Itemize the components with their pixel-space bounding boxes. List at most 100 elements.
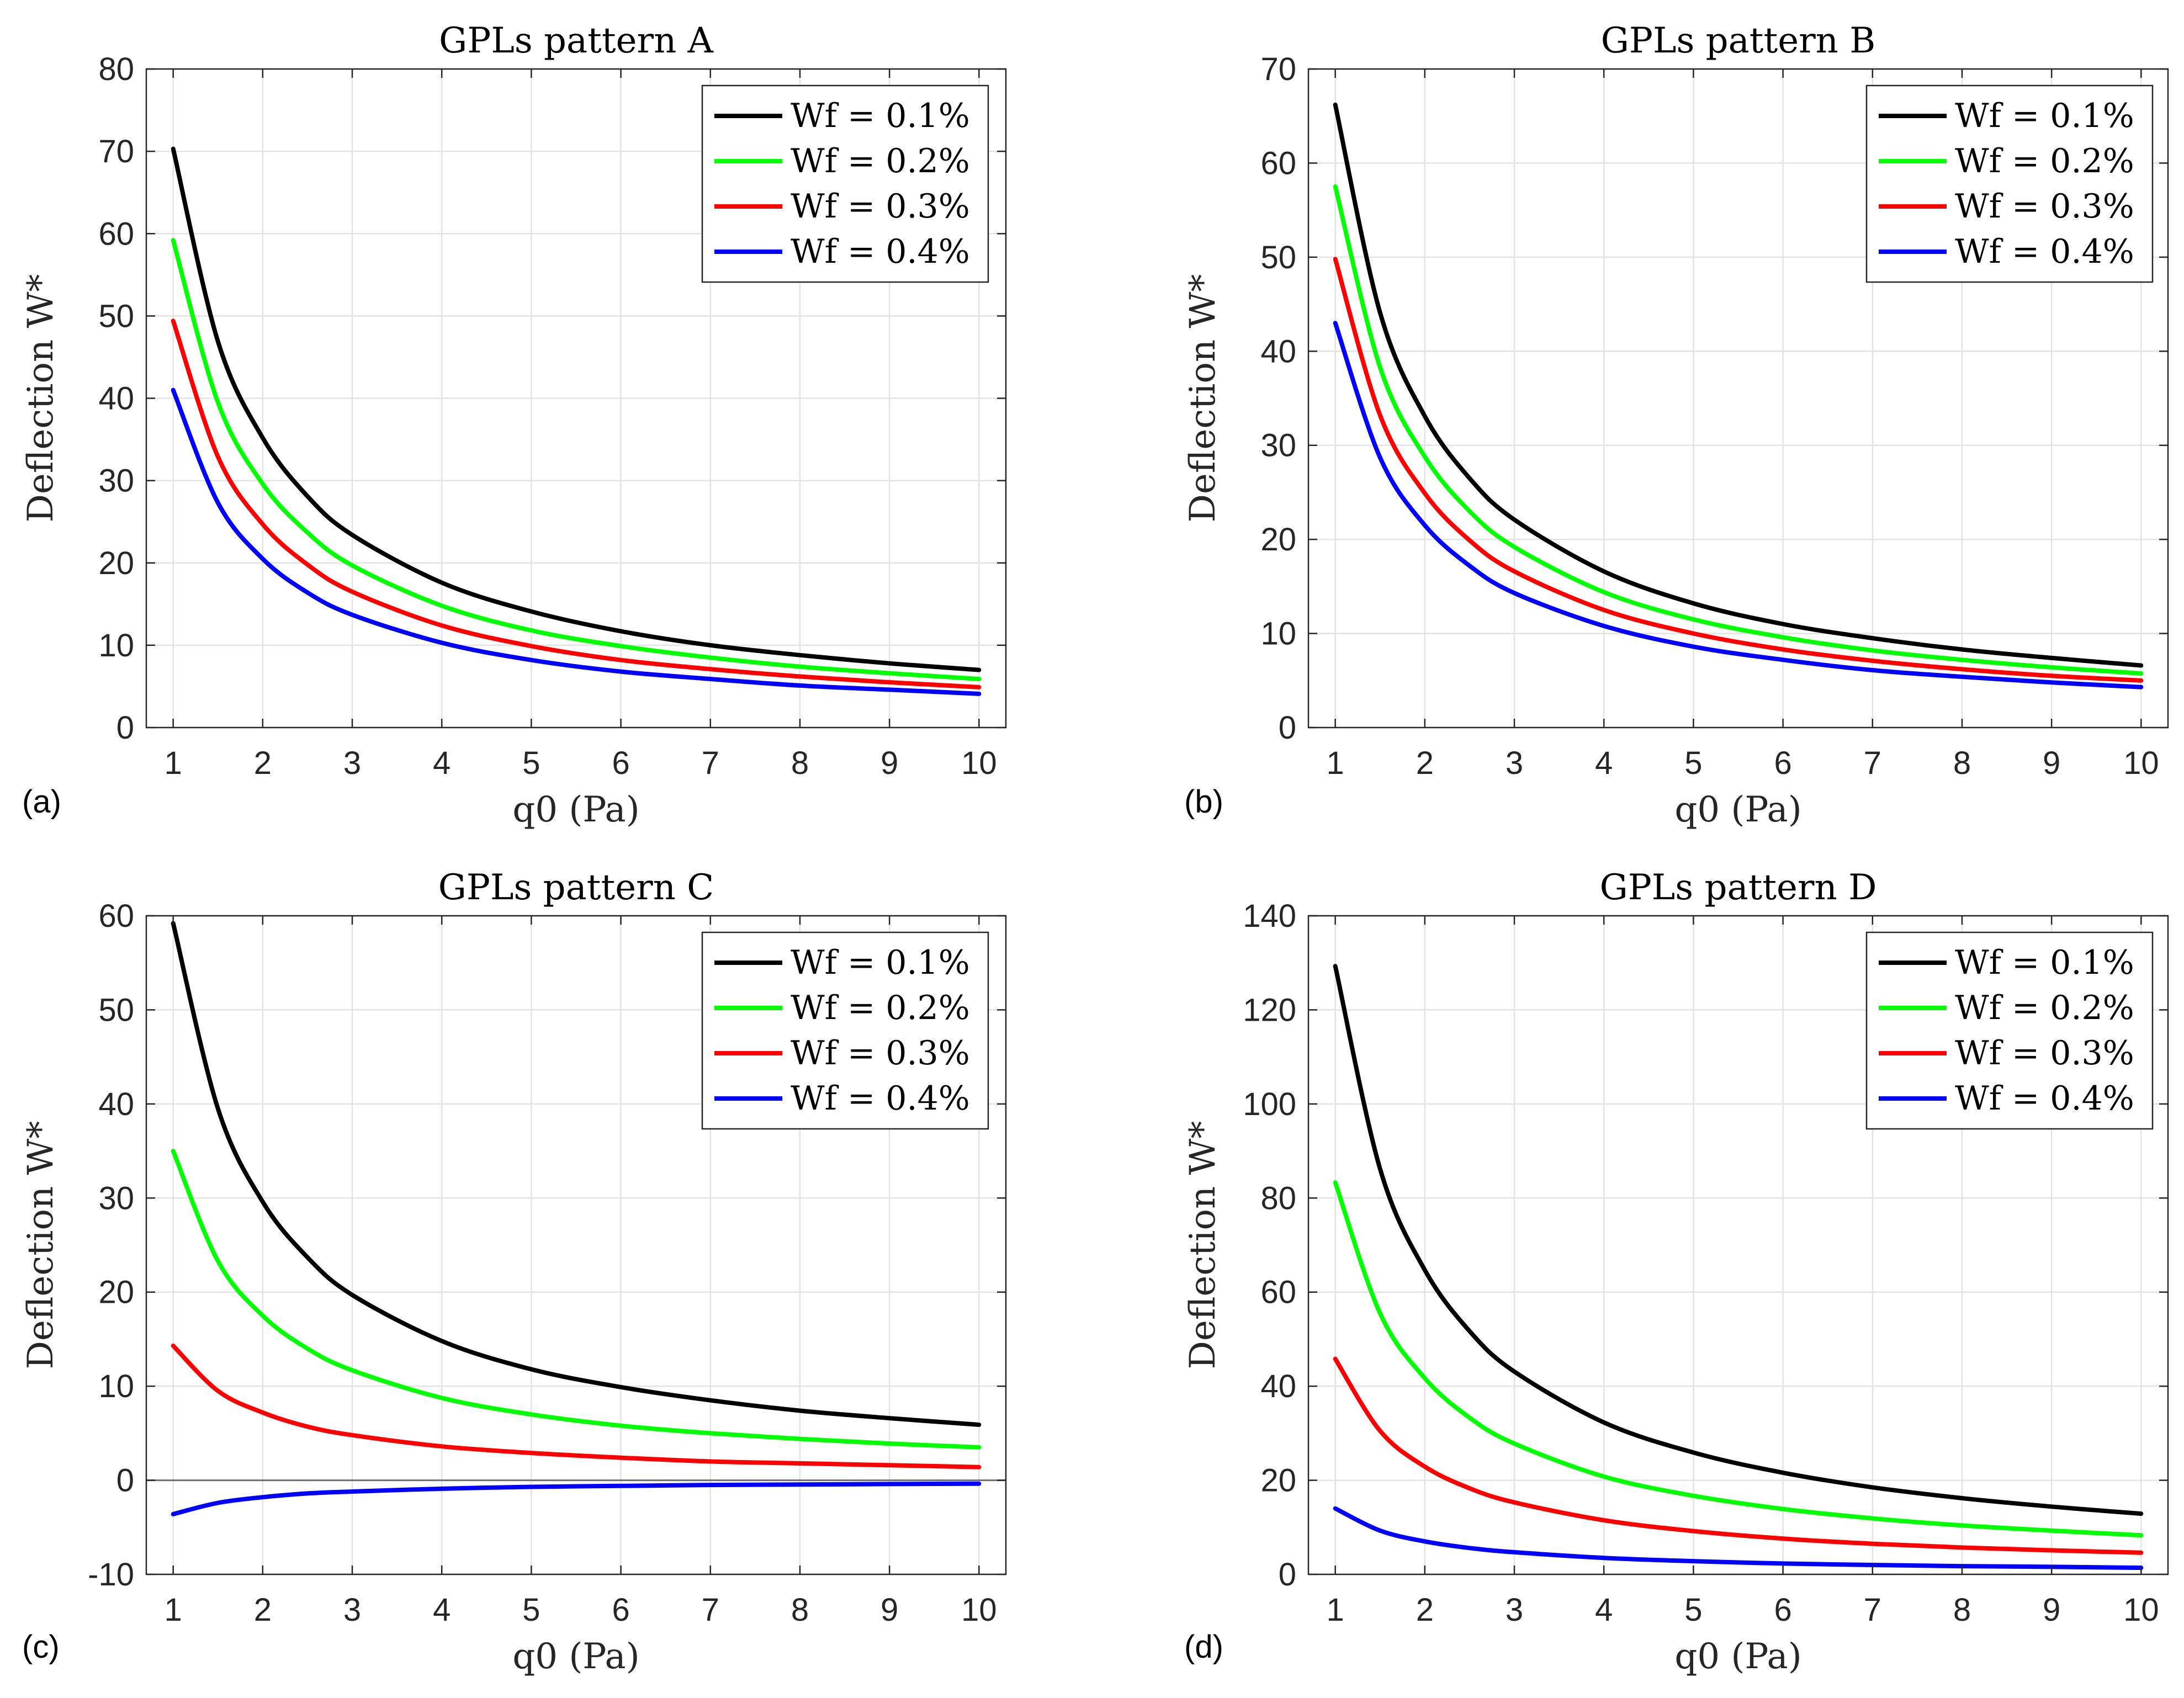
chart-panel-c: 1 2 3 4 5 6 7 8 9 10 -10 0 10 20 30 40 50 60 GPLs pattern … xyxy=(20,867,1007,1677)
x-tick-label: 5 xyxy=(1684,1592,1702,1628)
x-tick-label: 2 xyxy=(254,745,272,781)
series-line-2 xyxy=(171,238,982,681)
y-tick-label: 60 xyxy=(98,898,134,934)
chart-title: GPLs pattern B xyxy=(1601,20,1876,61)
x-tick-label: 6 xyxy=(1774,745,1791,781)
x-tick-label: 1 xyxy=(1327,745,1344,781)
x-tick-label: 4 xyxy=(433,745,450,781)
series-line-1 xyxy=(1333,964,2144,1516)
legend-entry: Wf = 0.1% xyxy=(791,97,970,135)
chart-panel-a: 1 2 3 4 5 6 7 8 9 10 0 10 20 30 40 50 60 70 80 GPLs pattern… xyxy=(20,20,1007,830)
x-tick-label: 3 xyxy=(1506,1592,1523,1628)
legend-entry: Wf = 0.1% xyxy=(1955,943,2134,982)
y-tick-label: 0 xyxy=(1279,1557,1296,1593)
series-line-2 xyxy=(171,1149,982,1450)
x-tick-label: 2 xyxy=(1416,745,1434,781)
y-tick-label: 40 xyxy=(1260,1368,1296,1404)
legend-box xyxy=(701,84,989,283)
y-tick-label: 80 xyxy=(98,51,134,87)
legend-entry: Wf = 0.2% xyxy=(791,142,970,181)
y-tick-label: 0 xyxy=(116,710,134,746)
legend-entry: Wf = 0.3% xyxy=(1955,1034,2134,1073)
legend-entry: Wf = 0.3% xyxy=(791,187,970,226)
y-tick-label: 20 xyxy=(98,545,134,581)
y-tick-label: 120 xyxy=(1243,992,1296,1028)
legend-box xyxy=(701,931,989,1130)
y-axis-label: Deflection W* xyxy=(1183,1121,1223,1370)
x-axis-label: q0 (Pa) xyxy=(1674,789,1801,830)
x-tick-label: 1 xyxy=(1327,1592,1344,1628)
y-tick-label: 10 xyxy=(98,628,134,664)
x-tick-label: 6 xyxy=(612,745,629,781)
x-tick-label: 6 xyxy=(612,1592,629,1628)
panel-tag: (d) xyxy=(1184,1629,1223,1665)
series-line-4 xyxy=(1333,321,2144,689)
y-tick-label: 140 xyxy=(1243,898,1296,934)
series-line-4 xyxy=(171,1481,982,1516)
x-tick-label: 9 xyxy=(2043,745,2060,781)
y-axis-label: Deflection W* xyxy=(20,274,61,523)
legend-box xyxy=(1865,931,2154,1130)
legend: Wf = 0.1% Wf = 0.2% Wf = 0.3% Wf = 0.4% xyxy=(1865,84,2154,283)
y-tick-label: 60 xyxy=(98,216,134,252)
y-tick-label: 20 xyxy=(1260,522,1296,558)
legend-entry: Wf = 0.4% xyxy=(1955,232,2134,271)
x-tick-label: 4 xyxy=(1595,745,1613,781)
legend-entry: Wf = 0.2% xyxy=(791,989,970,1027)
x-tick-label: 10 xyxy=(2123,1592,2159,1628)
x-tick-label: 8 xyxy=(1953,745,1971,781)
series-line-3 xyxy=(1333,1356,2144,1555)
panel-tag: (c) xyxy=(22,1629,60,1665)
axes-frame xyxy=(1307,68,2169,729)
legend: Wf = 0.1% Wf = 0.2% Wf = 0.3% Wf = 0.4% xyxy=(701,931,989,1130)
x-tick-label: 8 xyxy=(1953,1592,1971,1628)
x-tick-label: 8 xyxy=(791,1592,809,1628)
y-tick-label: 10 xyxy=(1260,616,1296,652)
y-tick-label: 70 xyxy=(1260,51,1296,87)
panel-tag: (b) xyxy=(1184,784,1223,820)
x-tick-label: 3 xyxy=(343,745,361,781)
y-tick-label: 60 xyxy=(1260,145,1296,181)
x-tick-label: 9 xyxy=(881,745,898,781)
chart-title: GPLs pattern C xyxy=(438,867,714,908)
x-tick-label: 8 xyxy=(791,745,809,781)
x-axis-label: q0 (Pa) xyxy=(512,1636,639,1677)
legend: Wf = 0.1% Wf = 0.2% Wf = 0.3% Wf = 0.4% xyxy=(701,84,989,283)
x-tick-label: 3 xyxy=(1506,745,1523,781)
series-line-3 xyxy=(171,1343,982,1469)
x-tick-label: 1 xyxy=(165,745,182,781)
series-line-3 xyxy=(1333,257,2144,683)
x-tick-label: 3 xyxy=(343,1592,361,1628)
legend-entry: Wf = 0.3% xyxy=(1955,187,2134,226)
legend-entry: Wf = 0.1% xyxy=(1955,97,2134,135)
x-tick-label: 6 xyxy=(1774,1592,1791,1628)
y-tick-label: 100 xyxy=(1243,1086,1296,1122)
series-line-3 xyxy=(171,319,982,689)
x-axis-label: q0 (Pa) xyxy=(1674,1636,1801,1677)
y-tick-label: 30 xyxy=(98,1180,134,1216)
y-tick-label: -10 xyxy=(88,1557,134,1593)
x-tick-label: 9 xyxy=(2043,1592,2060,1628)
y-tick-label: 50 xyxy=(98,298,134,334)
legend-box xyxy=(1865,84,2154,283)
legend-entry: Wf = 0.1% xyxy=(791,943,970,982)
x-tick-label: 10 xyxy=(2123,745,2159,781)
axes-frame xyxy=(1307,915,2169,1575)
series-line-2 xyxy=(1333,1180,2144,1538)
x-tick-label: 2 xyxy=(1416,1592,1434,1628)
series-line-1 xyxy=(1333,102,2144,668)
series-line-1 xyxy=(171,921,982,1427)
y-tick-label: 50 xyxy=(98,992,134,1028)
y-tick-label: 40 xyxy=(98,1086,134,1122)
panel-tag: (a) xyxy=(22,784,61,820)
x-tick-label: 9 xyxy=(881,1592,898,1628)
legend-entry: Wf = 0.3% xyxy=(791,1034,970,1073)
x-tick-label: 4 xyxy=(1595,1592,1613,1628)
legend: Wf = 0.1% Wf = 0.2% Wf = 0.3% Wf = 0.4% xyxy=(1865,931,2154,1130)
x-tick-label: 10 xyxy=(961,745,997,781)
legend-entry: Wf = 0.4% xyxy=(791,1079,970,1118)
series-line-2 xyxy=(1333,184,2144,676)
x-tick-label: 10 xyxy=(961,1592,997,1628)
